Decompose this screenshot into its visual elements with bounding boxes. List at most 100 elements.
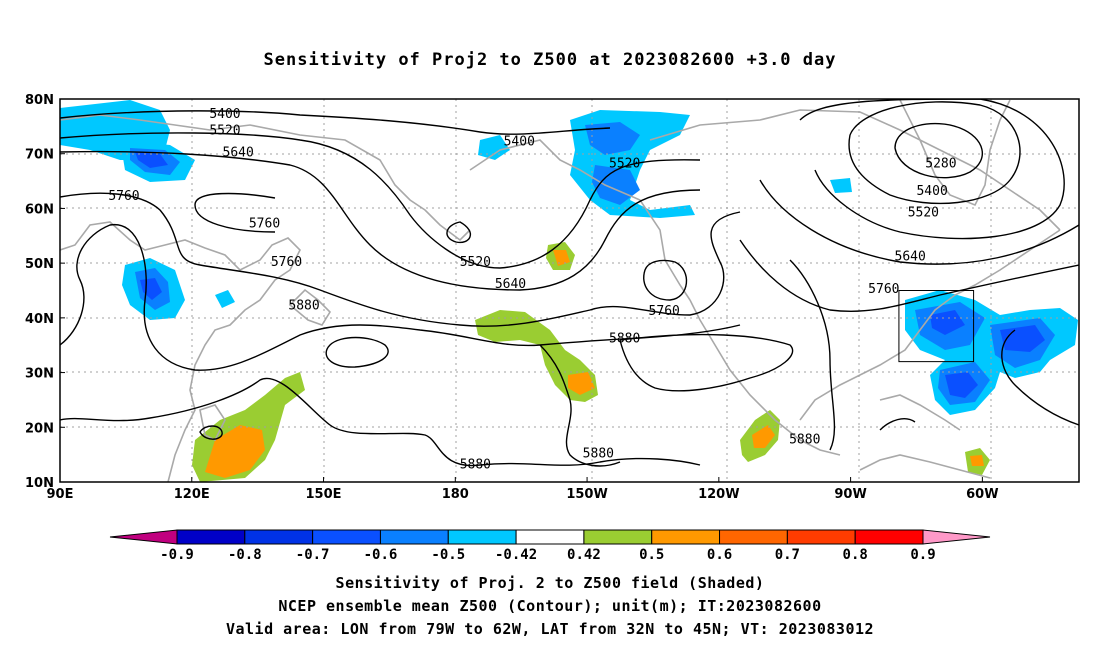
contour-small	[199, 425, 223, 440]
lat-tick-label: 20N	[25, 421, 54, 436]
contour-label: 5880	[288, 299, 319, 314]
colorbar-segment	[312, 529, 381, 545]
contour-5760d	[643, 259, 688, 301]
contour-5880-se	[879, 418, 916, 431]
negative-sensitivity-region	[830, 178, 852, 193]
caption-shaded: Sensitivity of Proj. 2 to Z500 field (Sh…	[335, 574, 765, 592]
contour-5880-atl	[1001, 329, 1079, 426]
colorbar-segment	[515, 529, 585, 545]
colorbar-segment	[651, 529, 721, 545]
contour-label: 5400	[504, 135, 535, 150]
colorbar-low-extend	[109, 529, 178, 545]
positive-sensitivity-region	[205, 425, 265, 478]
contour-5880-pacific	[539, 344, 621, 467]
contour-label: 5880	[789, 433, 820, 448]
colorbar-segment	[719, 529, 788, 545]
caption-contour: NCEP ensemble mean Z500 (Contour); unit(…	[278, 597, 822, 615]
z500-contours	[60, 99, 1079, 467]
positive-sensitivity-region	[553, 250, 570, 266]
negative-sensitivity-region	[585, 122, 640, 155]
colorbar-label: -0.5	[431, 547, 465, 563]
coastline-caribbean	[859, 454, 991, 479]
sensitivity-shading	[60, 100, 1078, 482]
negative-sensitivity-region	[135, 152, 168, 168]
contour-label: 5520	[209, 124, 240, 139]
negative-sensitivity-region	[140, 278, 162, 300]
contour-label: 5520	[609, 156, 640, 171]
contour-5880-mid	[619, 333, 794, 392]
lat-tick-label: 70N	[25, 148, 54, 163]
colorbar-segment	[854, 529, 924, 545]
colorbar-label: -0.7	[296, 547, 330, 563]
lon-tick-label: 150E	[306, 487, 342, 502]
plot-frame	[59, 98, 1080, 483]
contour-5880	[60, 224, 741, 371]
colorbar-label: -0.9	[160, 547, 194, 563]
contour-label: 5400	[209, 107, 240, 122]
lat-tick-label: 40N	[25, 312, 54, 327]
colorbar-segment	[583, 529, 653, 545]
negative-sensitivity-region	[215, 290, 235, 308]
lon-tick-label: 180	[442, 487, 469, 502]
colorbar-label: -0.8	[228, 547, 262, 563]
contour-label: 5760	[108, 189, 139, 204]
contour-label: 5880	[460, 457, 491, 472]
colorbar-high-extend	[922, 529, 991, 545]
coastline-north-america-east	[799, 229, 1061, 421]
lat-tick-label: 80N	[25, 93, 54, 108]
colorbar-label: 0.8	[843, 547, 868, 563]
contour-5400	[60, 110, 611, 135]
contour-5880-south	[60, 377, 701, 467]
contour-5760-east	[739, 239, 1079, 313]
coastline-north-america-west	[689, 299, 841, 456]
contour-label: 5760	[868, 282, 899, 297]
contour-5400-east	[848, 101, 1021, 205]
colorbar-label: -0.6	[364, 547, 398, 563]
colorbar-label: 0.5	[639, 547, 664, 563]
valid-area-box	[898, 290, 975, 363]
negative-sensitivity-region	[930, 310, 965, 335]
colorbar-label: -0.42	[495, 547, 537, 563]
caption-valid-area: Valid area: LON from 79W to 62W, LAT fro…	[225, 620, 875, 638]
contour-label: 5520	[460, 255, 491, 270]
positive-sensitivity-region	[752, 425, 775, 448]
contour-labels: 5400 5520 5640 5760 5760 5760 5880 5400 5520 5520…	[108, 107, 956, 472]
lat-tick-label: 10N	[25, 476, 54, 491]
contour-label: 5400	[916, 184, 947, 199]
lat-tick-label: 50N	[25, 257, 54, 272]
colorbar-segment	[176, 529, 246, 545]
lon-tick-label: 150W	[566, 487, 607, 502]
contour-5520-east	[799, 99, 1065, 240]
positive-sensitivity-region	[475, 310, 598, 402]
colorbar-label: 0.6	[707, 547, 732, 563]
contour-5280	[894, 122, 983, 179]
colorbar: -0.9 -0.8 -0.7 -0.6 -0.5 -0.42 0.42 0.5 0.6 0.7 0.…	[109, 529, 991, 563]
contour-label: 5880	[609, 331, 640, 346]
colorbar-segment	[786, 529, 856, 545]
coastline-philippines	[199, 404, 226, 442]
coastline-canada-arctic	[649, 109, 1061, 231]
contour-label: 5880	[583, 446, 614, 461]
colorbar-label: 0.9	[910, 547, 935, 563]
negative-sensitivity-region	[1000, 325, 1045, 352]
coastline-asia	[60, 221, 301, 482]
lon-tick-label: 120W	[698, 487, 739, 502]
contour-5760b	[194, 192, 276, 233]
negative-sensitivity-region	[945, 372, 978, 398]
coastline-alaska	[469, 139, 691, 301]
lon-tick-label: 90W	[834, 487, 866, 502]
colorbar-label: 0.42	[567, 547, 601, 563]
contour-5760c	[446, 221, 472, 244]
coastline-japan	[288, 288, 332, 326]
contour-label: 5280	[925, 156, 956, 171]
positive-sensitivity-region	[970, 455, 984, 466]
contour-5880-high	[325, 336, 389, 368]
contour-label: 5640	[895, 249, 926, 264]
colorbar-segment	[244, 529, 314, 545]
contour-label: 5760	[649, 304, 680, 319]
contour-5880-east	[789, 259, 836, 451]
contour-label: 5520	[908, 206, 939, 221]
lat-lon-grid	[60, 99, 1079, 482]
longitude-tick-labels: 90E 120E 150E 180 150W 120W 90W 60W	[47, 477, 999, 502]
